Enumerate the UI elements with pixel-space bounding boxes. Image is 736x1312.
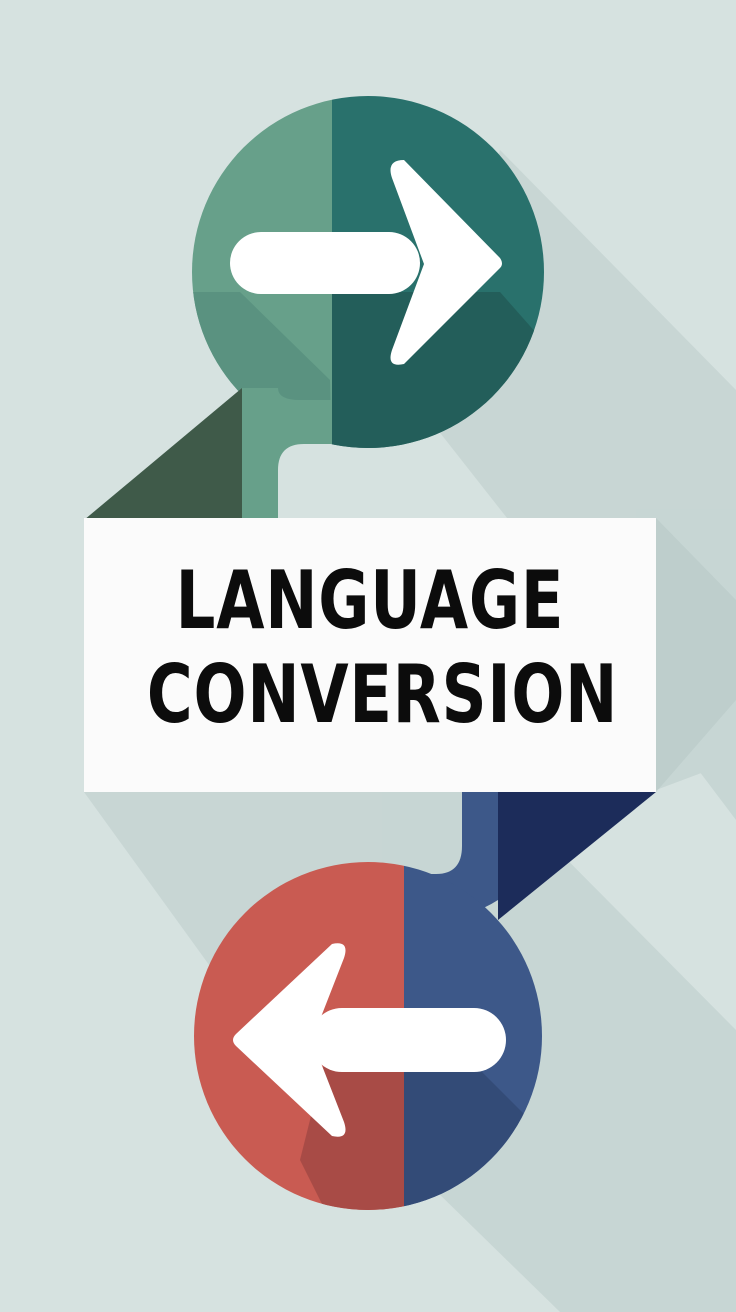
top-connector bbox=[84, 388, 332, 520]
title-line-2: CONVERSION bbox=[146, 648, 619, 741]
title-card: LANGUAGE CONVERSION bbox=[84, 518, 656, 792]
title-line-1: LANGUAGE bbox=[175, 554, 565, 647]
right-arrow-icon bbox=[230, 160, 502, 365]
card-shadow bbox=[656, 518, 736, 792]
left-arrow-icon bbox=[233, 943, 506, 1137]
